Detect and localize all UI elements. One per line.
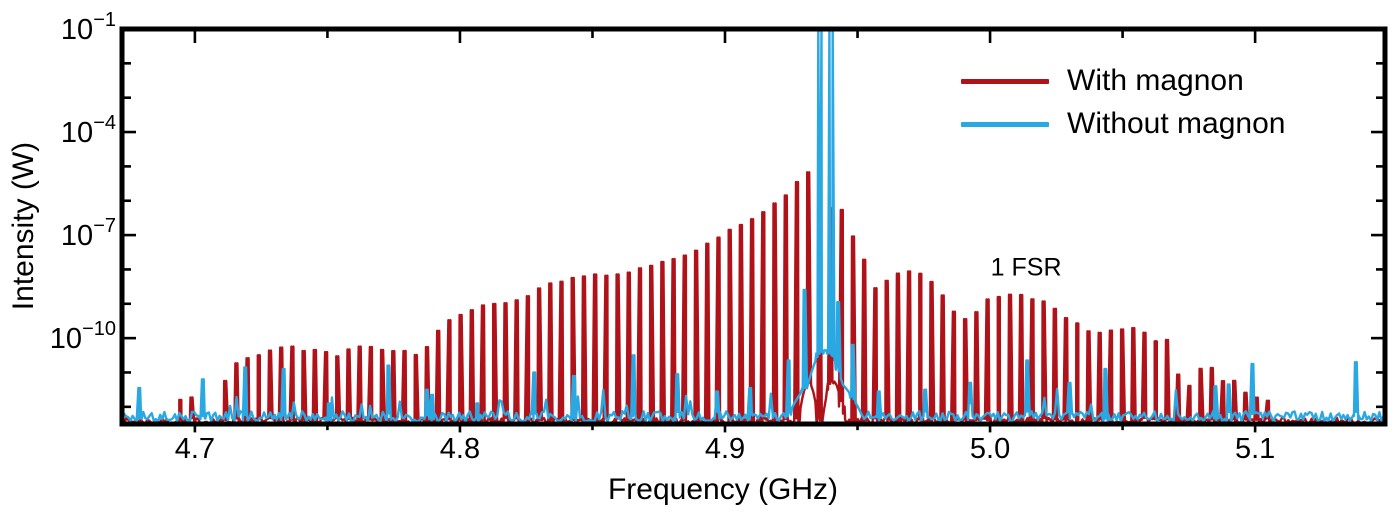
legend-item-with-magnon: With magnon [961,64,1285,98]
legend-label-with-magnon: With magnon [1067,64,1244,97]
axis-ticks [124,27,1383,433]
legend: With magnon Without magnon [961,64,1285,141]
y-tick-label: 10−7 [61,215,116,252]
x-tick-label: 4.9 [705,433,745,465]
plot-frame [119,26,1388,427]
series-line-with-magnon [124,171,1383,426]
legend-line-with-magnon-icon [961,78,1049,84]
y-tick-label: 10−10 [50,318,116,355]
legend-line-without-magnon-icon [961,121,1049,127]
legend-item-without-magnon: Without magnon [961,107,1285,141]
y-axis-title: Intensity (W) [7,141,40,311]
x-tick-label: 4.7 [175,433,215,465]
y-tick-label: 10−1 [61,9,116,46]
x-tick-label: 5.0 [970,433,1010,465]
y-tick-label: 10−4 [61,112,116,149]
x-tick-label: 5.1 [1235,433,1275,465]
x-tick-label: 4.8 [440,433,480,465]
legend-label-without-magnon: Without magnon [1067,107,1286,140]
series-line-without-magnon [124,31,1383,423]
fsr-annotation: 1 FSR [990,253,1062,282]
x-axis-title: Frequency (GHz) [607,473,839,506]
